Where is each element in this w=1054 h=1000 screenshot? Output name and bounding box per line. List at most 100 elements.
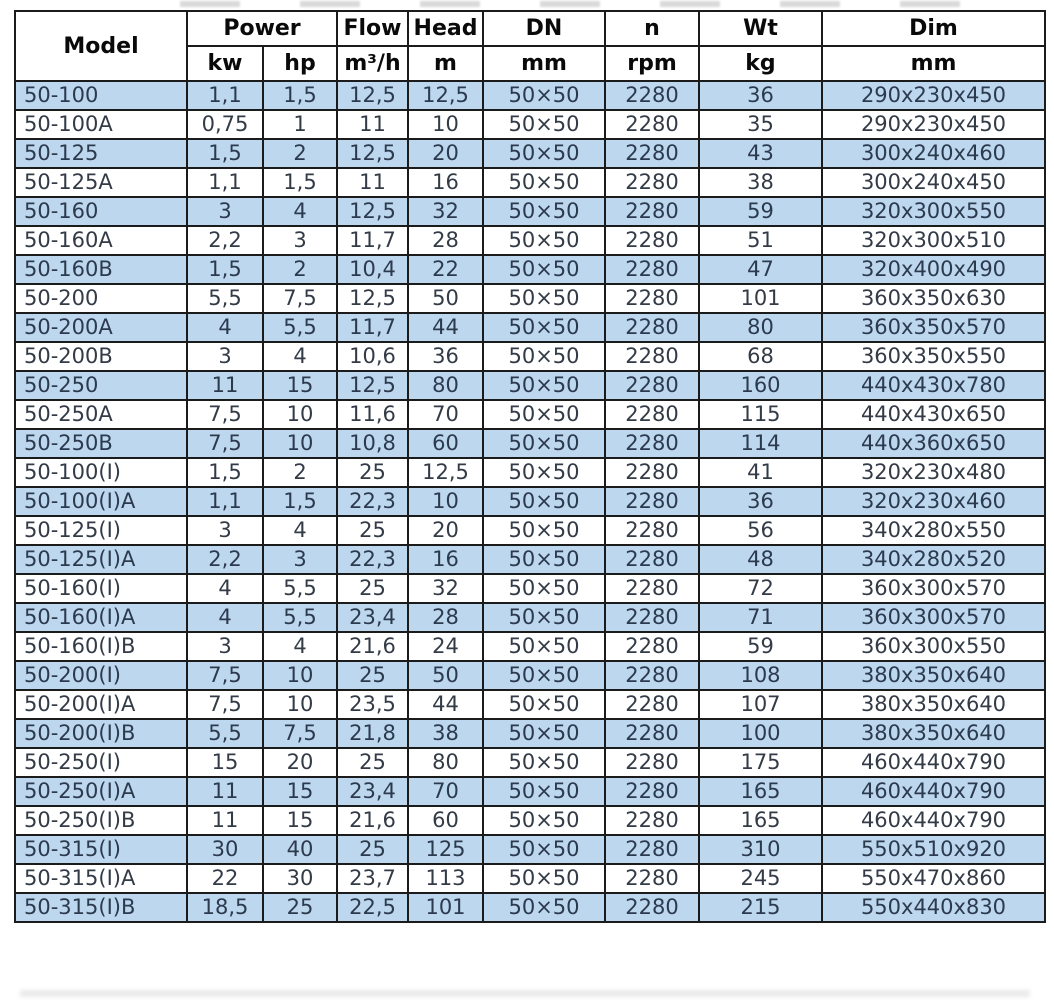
cell-power-hp: 1,5 bbox=[262, 167, 338, 198]
cell-head: 24 bbox=[407, 631, 484, 662]
cell-flow: 23,7 bbox=[336, 863, 409, 894]
cell-weight: 59 bbox=[698, 631, 823, 662]
header-head: Head bbox=[407, 10, 484, 47]
cell-rpm: 2280 bbox=[604, 486, 700, 517]
table-row: 50-125 1,5 2 12,5 20 50×50 2280 43 300x240x460 bbox=[14, 138, 1046, 169]
cell-flow: 11 bbox=[336, 109, 409, 140]
cell-rpm: 2280 bbox=[604, 689, 700, 720]
cell-flow: 23,4 bbox=[336, 776, 409, 807]
table-row: 50-100(I)A 1,1 1,5 22,3 10 50×50 2280 36 320x230… bbox=[14, 486, 1046, 517]
cell-flow: 23,5 bbox=[336, 689, 409, 720]
cell-model: 50-160(I)A bbox=[14, 602, 188, 633]
cell-rpm: 2280 bbox=[604, 370, 700, 401]
cell-power-kw: 1,5 bbox=[186, 254, 264, 285]
cell-weight: 80 bbox=[698, 312, 823, 343]
table-row: 50-250 11 15 12,5 80 50×50 2280 160 440x430x780 bbox=[14, 370, 1046, 401]
header-n: n bbox=[604, 10, 700, 47]
cell-rpm: 2280 bbox=[604, 892, 700, 923]
cell-rpm: 2280 bbox=[604, 196, 700, 227]
cell-weight: 48 bbox=[698, 544, 823, 575]
header-unit-hp: hp bbox=[262, 45, 338, 82]
cell-weight: 175 bbox=[698, 747, 823, 778]
cell-dimensions: 360x350x630 bbox=[821, 283, 1046, 314]
cell-power-kw: 30 bbox=[186, 834, 264, 865]
table-row: 50-160(I)B 3 4 21,6 24 50×50 2280 59 360x300x550 bbox=[14, 631, 1046, 662]
table-row: 50-200B 3 4 10,6 36 50×50 2280 68 360x350x550 bbox=[14, 341, 1046, 372]
cell-dn: 50×50 bbox=[482, 747, 606, 778]
cell-weight: 36 bbox=[698, 80, 823, 111]
cell-head: 101 bbox=[407, 892, 484, 923]
cell-weight: 107 bbox=[698, 689, 823, 720]
cell-power-hp: 15 bbox=[262, 370, 338, 401]
cell-dn: 50×50 bbox=[482, 660, 606, 691]
cell-flow: 12,5 bbox=[336, 80, 409, 111]
cell-rpm: 2280 bbox=[604, 80, 700, 111]
table-row: 50-315(I)A 22 30 23,7 113 50×50 2280 245 550x470… bbox=[14, 863, 1046, 894]
cell-head: 12,5 bbox=[407, 80, 484, 111]
cell-power-hp: 10 bbox=[262, 689, 338, 720]
cell-rpm: 2280 bbox=[604, 428, 700, 459]
table-row: 50-315(I)B 18,5 25 22,5 101 50×50 2280 215 550x4… bbox=[14, 892, 1046, 923]
scan-artifact-top bbox=[180, 1, 1020, 7]
cell-rpm: 2280 bbox=[604, 399, 700, 430]
cell-dn: 50×50 bbox=[482, 370, 606, 401]
cell-dn: 50×50 bbox=[482, 689, 606, 720]
cell-dimensions: 340x280x520 bbox=[821, 544, 1046, 575]
cell-power-kw: 4 bbox=[186, 573, 264, 604]
cell-power-kw: 5,5 bbox=[186, 283, 264, 314]
cell-power-kw: 22 bbox=[186, 863, 264, 894]
table-row: 50-160B 1,5 2 10,4 22 50×50 2280 47 320x400x490 bbox=[14, 254, 1046, 285]
cell-power-kw: 3 bbox=[186, 196, 264, 227]
table-row: 50-200 5,5 7,5 12,5 50 50×50 2280 101 360x350x63… bbox=[14, 283, 1046, 314]
table-row: 50-125(I) 3 4 25 20 50×50 2280 56 340x280x550 bbox=[14, 515, 1046, 546]
cell-head: 50 bbox=[407, 660, 484, 691]
cell-model: 50-250(I) bbox=[14, 747, 188, 778]
cell-model: 50-200(I) bbox=[14, 660, 188, 691]
cell-flow: 12,5 bbox=[336, 370, 409, 401]
cell-flow: 25 bbox=[336, 747, 409, 778]
scan-artifact-bottom bbox=[20, 990, 1030, 997]
cell-rpm: 2280 bbox=[604, 573, 700, 604]
cell-dimensions: 360x300x570 bbox=[821, 602, 1046, 633]
cell-model: 50-200 bbox=[14, 283, 188, 314]
cell-flow: 21,6 bbox=[336, 805, 409, 836]
cell-head: 80 bbox=[407, 747, 484, 778]
cell-model: 50-160A bbox=[14, 225, 188, 256]
cell-rpm: 2280 bbox=[604, 283, 700, 314]
cell-flow: 22,3 bbox=[336, 544, 409, 575]
cell-rpm: 2280 bbox=[604, 138, 700, 169]
table-row: 50-200(I)B 5,5 7,5 21,8 38 50×50 2280 100 380x35… bbox=[14, 718, 1046, 749]
cell-power-hp: 30 bbox=[262, 863, 338, 894]
cell-head: 60 bbox=[407, 428, 484, 459]
cell-flow: 21,6 bbox=[336, 631, 409, 662]
cell-head: 16 bbox=[407, 544, 484, 575]
cell-model: 50-315(I) bbox=[14, 834, 188, 865]
cell-dimensions: 550x470x860 bbox=[821, 863, 1046, 894]
cell-weight: 47 bbox=[698, 254, 823, 285]
cell-power-kw: 7,5 bbox=[186, 660, 264, 691]
cell-power-hp: 7,5 bbox=[262, 718, 338, 749]
cell-power-kw: 1,5 bbox=[186, 138, 264, 169]
cell-weight: 72 bbox=[698, 573, 823, 604]
cell-model: 50-250(I)B bbox=[14, 805, 188, 836]
cell-flow: 10,8 bbox=[336, 428, 409, 459]
cell-dn: 50×50 bbox=[482, 834, 606, 865]
cell-weight: 101 bbox=[698, 283, 823, 314]
cell-flow: 21,8 bbox=[336, 718, 409, 749]
cell-power-hp: 3 bbox=[262, 225, 338, 256]
cell-head: 60 bbox=[407, 805, 484, 836]
cell-dimensions: 320x230x480 bbox=[821, 457, 1046, 488]
cell-dimensions: 300x240x450 bbox=[821, 167, 1046, 198]
table-row: 50-160(I) 4 5,5 25 32 50×50 2280 72 360x300x570 bbox=[14, 573, 1046, 604]
cell-weight: 100 bbox=[698, 718, 823, 749]
cell-power-kw: 0,75 bbox=[186, 109, 264, 140]
cell-power-hp: 4 bbox=[262, 515, 338, 546]
cell-rpm: 2280 bbox=[604, 225, 700, 256]
table-row: 50-250(I)A 11 15 23,4 70 50×50 2280 165 460x440x… bbox=[14, 776, 1046, 807]
cell-rpm: 2280 bbox=[604, 631, 700, 662]
cell-dimensions: 290x230x450 bbox=[821, 80, 1046, 111]
cell-power-hp: 15 bbox=[262, 776, 338, 807]
cell-dn: 50×50 bbox=[482, 80, 606, 111]
table-row: 50-250B 7,5 10 10,8 60 50×50 2280 114 440x360x65… bbox=[14, 428, 1046, 459]
cell-rpm: 2280 bbox=[604, 602, 700, 633]
